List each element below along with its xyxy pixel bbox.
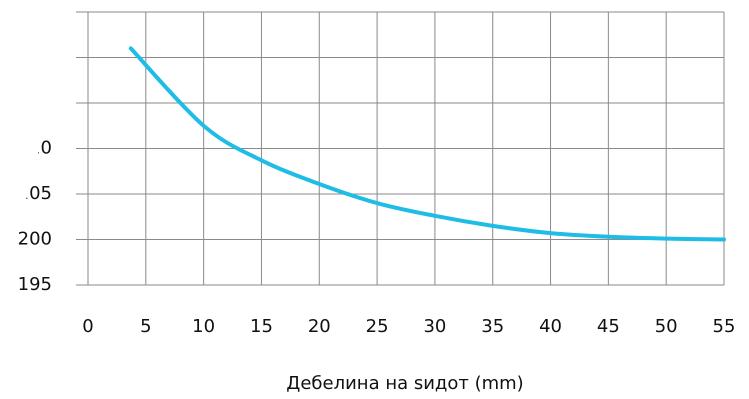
x-tick-label: 40 xyxy=(539,316,562,337)
x-axis-label: Дебелина на ѕидот (mm) xyxy=(286,373,523,394)
x-tick-label: 5 xyxy=(140,316,151,337)
x-tick-label: 50 xyxy=(655,316,678,337)
x-tick-label: 30 xyxy=(423,316,446,337)
x-tick-label: 55 xyxy=(713,316,736,337)
x-tick-label: 20 xyxy=(308,316,331,337)
x-tick-label: 25 xyxy=(366,316,389,337)
data-line xyxy=(128,46,726,242)
y-tick-label: 200 xyxy=(18,229,52,250)
x-tick-label: 35 xyxy=(481,316,504,337)
crop-mask xyxy=(0,0,78,300)
x-tick-label: 45 xyxy=(597,316,620,337)
x-tick-label: 15 xyxy=(250,316,273,337)
x-tick-label: 0 xyxy=(82,316,93,337)
y-tick-label: 195 xyxy=(18,274,52,295)
x-tick-label: 10 xyxy=(192,316,215,337)
